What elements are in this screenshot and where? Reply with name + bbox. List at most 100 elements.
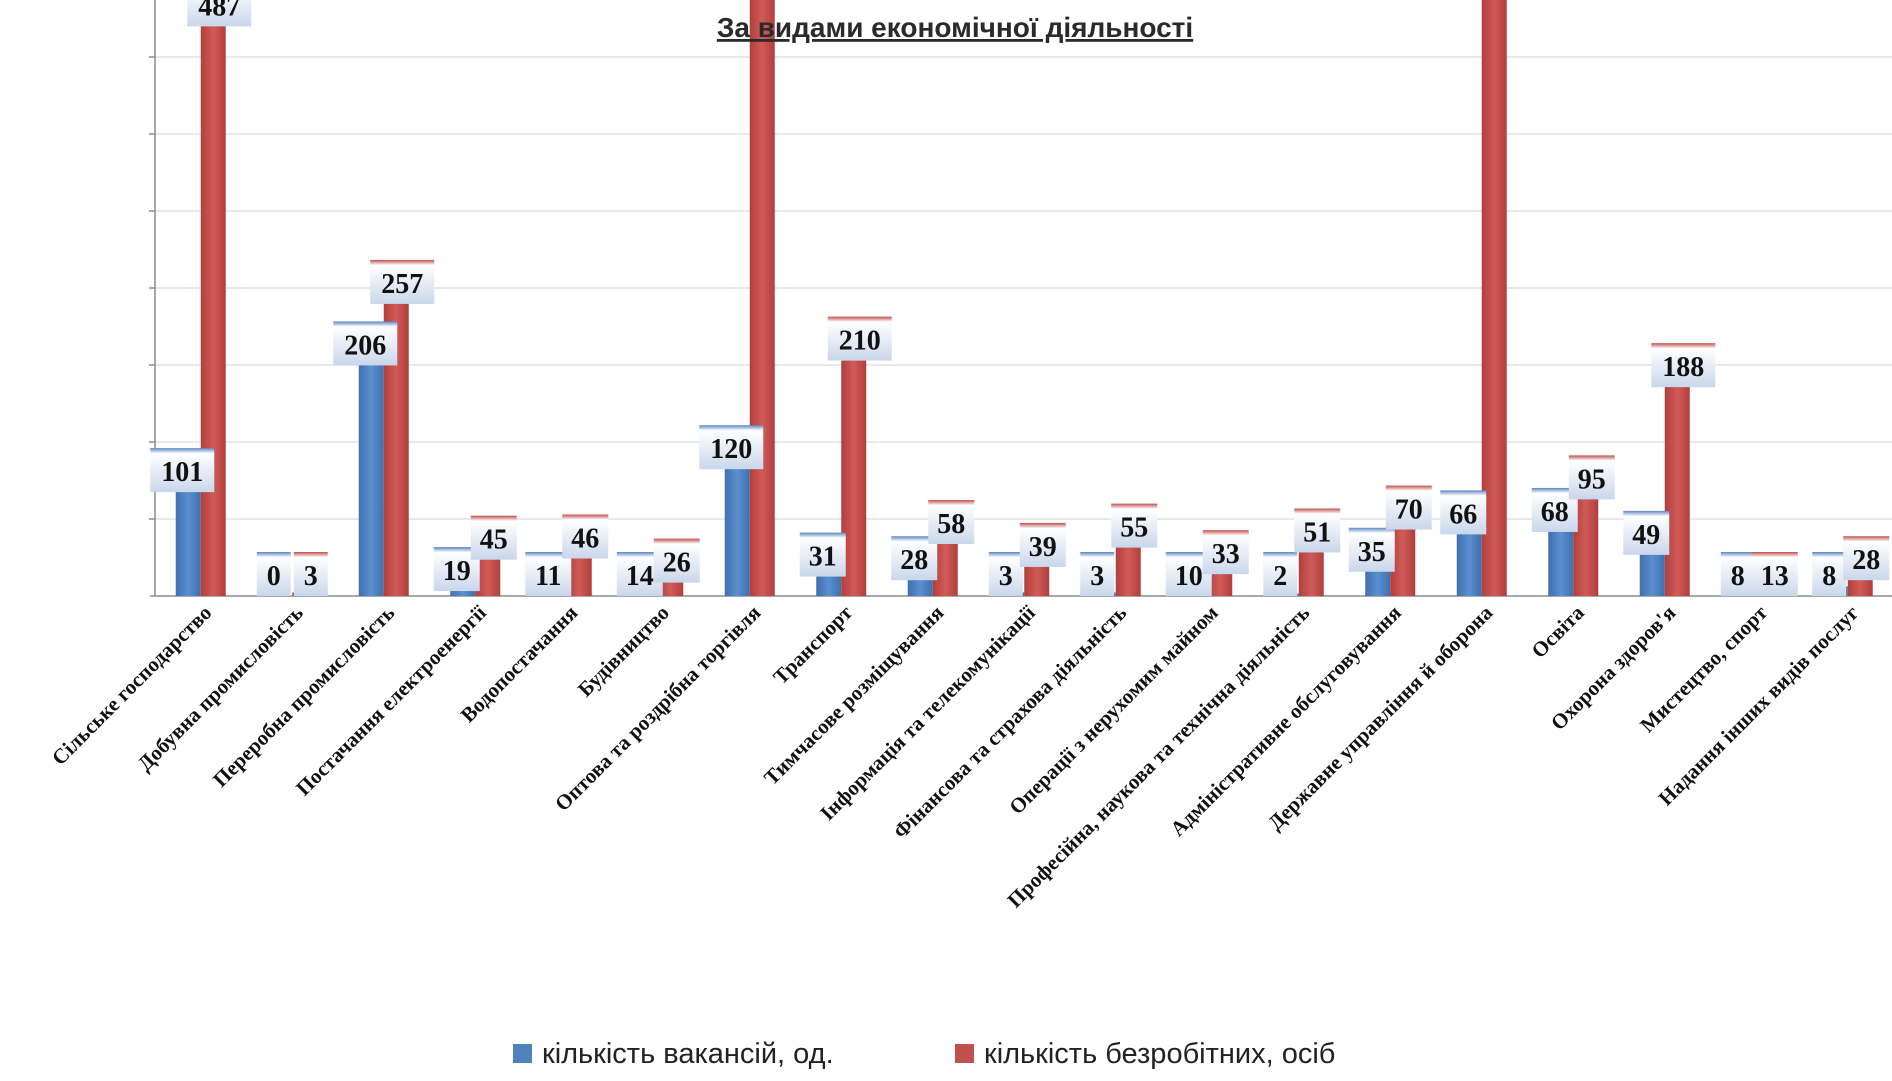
gridlines [155,56,1892,520]
value-label-vacancies-18: 8 [1812,552,1847,596]
value-label-box [256,552,291,596]
value-label-vacancies-13: 35 [1348,527,1395,572]
category-label-7: Транспорт [768,600,857,689]
bar-vacancies-2 [358,347,384,596]
value-label-text: 46 [571,523,599,554]
value-labels-layer: 1014870320625719451146142612051431210285… [150,0,1890,596]
value-label-box [1751,552,1798,596]
value-label-box [525,552,572,596]
category-label-0: Сільське господарство [47,601,216,770]
value-label-box [928,500,975,545]
value-label-box [1385,485,1432,530]
legend-swatch-vacancies [513,1044,532,1063]
category-label-5: Будівництво [573,601,674,702]
value-label-text: 206 [344,330,386,361]
value-label-box [1019,522,1066,567]
bar-unemployed-6 [749,0,775,597]
value-label-unemployed-7: 210 [827,316,892,361]
legend-label-unemployed: кількість безробітних, осіб [984,1038,1335,1070]
value-label-unemployed-0: 487 [187,0,252,27]
value-label-text: 210 [839,326,881,357]
value-label-text: 70 [1395,495,1423,526]
legend-label-vacancies: кількість вакансій, од. [542,1038,834,1070]
value-label-vacancies-0: 101 [150,448,215,493]
value-label-box [1623,510,1670,555]
value-label-box [1294,508,1341,553]
value-label-unemployed-3: 45 [470,515,517,560]
value-label-text: 33 [1212,539,1240,570]
legend-swatch-unemployed [955,1044,974,1063]
value-label-box [1263,552,1298,596]
category-label-18: Надання інших видів послуг [1654,601,1864,811]
value-label-unemployed-15: 95 [1568,455,1615,500]
value-label-box [1440,490,1487,535]
value-label-vacancies-5: 14 [616,552,663,596]
value-label-vacancies-15: 68 [1531,487,1578,532]
value-label-text: 39 [1029,532,1057,563]
value-label-box [293,552,328,596]
value-label-text: 58 [937,509,965,540]
chart-title: За видами економічної діяльності [717,12,1193,43]
value-label-text: 35 [1358,537,1386,568]
value-label-box [1568,455,1615,500]
category-label-8: Тимчасове розміщування [759,601,948,790]
value-label-box [1348,527,1395,572]
value-label-text: 26 [663,548,691,579]
value-label-unemployed-1: 3 [293,552,328,596]
category-label-15: Освіта [1527,600,1590,663]
value-label-text: 3 [1090,561,1104,592]
value-label-text: 101 [161,457,203,488]
bar-vacancies-0 [175,474,201,596]
value-label-box [988,552,1023,596]
value-label-vacancies-9: 3 [988,552,1023,596]
category-label-3: Постачання електроенергії [291,600,491,800]
y-axis-ticks [149,56,155,520]
value-label-text: 55 [1120,513,1148,544]
value-label-text: 14 [626,561,654,592]
value-label-box [827,316,892,361]
value-label-box [799,532,846,577]
value-label-text: 66 [1449,499,1477,530]
value-label-text: 11 [535,561,561,592]
value-label-vacancies-1: 0 [256,552,291,596]
value-label-box [150,448,215,493]
bar-unemployed-0 [200,8,226,597]
legend: кількість вакансій, од. кількість безроб… [513,1038,1335,1070]
value-label-text: 45 [480,525,508,556]
value-label-text: 95 [1578,464,1606,495]
value-label-vacancies-12: 2 [1263,552,1298,596]
value-label-text: 28 [900,545,928,576]
value-label-vacancies-4: 11 [525,552,572,596]
bar-unemployed-16 [1664,369,1690,596]
value-label-text: 8 [1731,561,1745,592]
category-label-2: Переробна промисловість [208,601,399,792]
value-label-box [1080,552,1115,596]
value-label-text: 0 [267,561,281,592]
value-label-text: 257 [381,269,423,300]
value-label-vacancies-6: 120 [699,425,764,470]
value-label-box [1812,552,1847,596]
value-label-box [187,0,252,27]
value-label-text: 8 [1822,561,1836,592]
value-label-text: 51 [1303,517,1331,548]
value-label-unemployed-18: 28 [1843,536,1890,581]
value-label-text: 3 [304,561,318,592]
value-label-unemployed-4: 46 [562,514,609,559]
value-label-unemployed-8: 58 [928,500,975,545]
value-label-box [1720,552,1755,596]
value-label-vacancies-8: 28 [891,536,938,581]
value-label-text: 10 [1175,561,1203,592]
value-label-unemployed-2: 257 [370,259,435,304]
value-label-box [333,321,398,366]
value-label-text: 2 [1273,561,1287,592]
value-label-text: 31 [809,542,837,573]
value-label-text: 487 [198,0,240,22]
value-label-box [470,515,517,560]
value-label-text: 19 [443,556,471,587]
value-label-vacancies-16: 49 [1623,510,1670,555]
value-label-vacancies-10: 3 [1080,552,1115,596]
value-label-vacancies-2: 206 [333,321,398,366]
value-label-unemployed-11: 33 [1202,530,1249,575]
